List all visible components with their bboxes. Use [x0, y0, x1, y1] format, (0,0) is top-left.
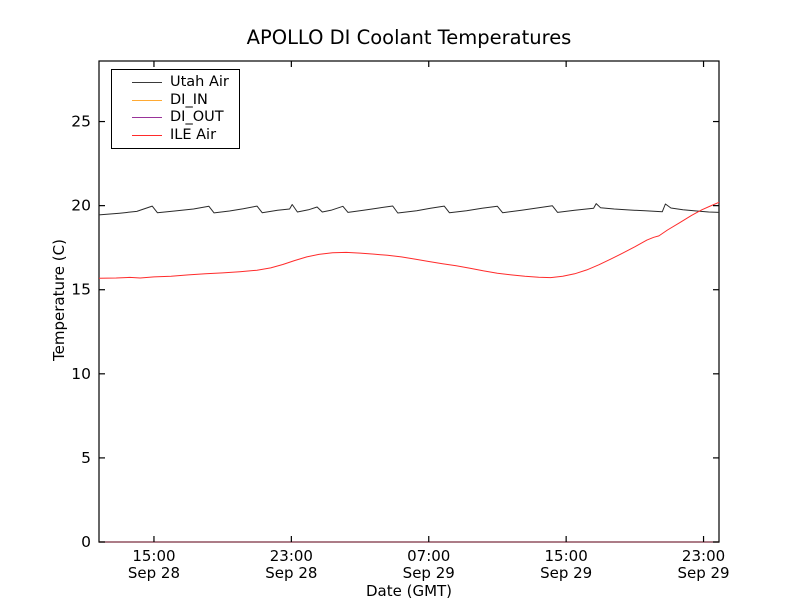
- legend-item-di-in: DI_IN: [132, 92, 229, 110]
- utah-air-line-swatch: [132, 82, 162, 84]
- legend-label: DI_IN: [170, 91, 208, 108]
- x-tick-label-time: 07:00: [407, 547, 450, 565]
- legend-label: Utah Air: [170, 74, 229, 90]
- y-tick-label: 0: [81, 533, 91, 551]
- legend-label: DI_OUT: [170, 109, 224, 125]
- x-tick-label-date: Sep 29: [677, 564, 729, 582]
- legend-item-utah-air: Utah Air: [132, 74, 229, 92]
- di-out-line-swatch: [132, 117, 162, 119]
- series-line-utah-air: [98, 203, 720, 216]
- y-axis-label: Temperature (C): [50, 239, 68, 361]
- legend-item-ile-air: ILE Air: [132, 127, 229, 145]
- legend-item-di-out: DI_OUT: [132, 109, 229, 127]
- x-tick-label-time: 23:00: [270, 547, 313, 565]
- x-tick-label-time: 15:00: [545, 547, 588, 565]
- y-tick-label: 25: [71, 113, 91, 131]
- y-tick-label: 20: [71, 197, 91, 215]
- y-tick-label: 10: [71, 365, 91, 383]
- legend-label: ILE Air: [170, 126, 217, 143]
- chart-title: APOLLO DI Coolant Temperatures: [246, 26, 572, 49]
- series-line-ile-air: [98, 201, 720, 279]
- x-tick-label-date: Sep 28: [265, 564, 317, 582]
- ile-air-line-swatch: [132, 134, 162, 136]
- legend: Utah Air DI_IN DI_OUT ILE Air: [111, 69, 240, 149]
- x-tick-label-date: Sep 28: [128, 564, 180, 582]
- x-axis-label: Date (GMT): [365, 582, 453, 600]
- x-tick-label-date: Sep 29: [540, 564, 592, 582]
- di-in-line-swatch: [132, 99, 162, 101]
- y-tick-label: 5: [81, 449, 91, 467]
- y-tick-label: 15: [71, 281, 91, 299]
- x-tick-label-time: 23:00: [682, 547, 725, 565]
- x-tick-label-time: 15:00: [132, 547, 175, 565]
- x-tick-label-date: Sep 29: [403, 564, 455, 582]
